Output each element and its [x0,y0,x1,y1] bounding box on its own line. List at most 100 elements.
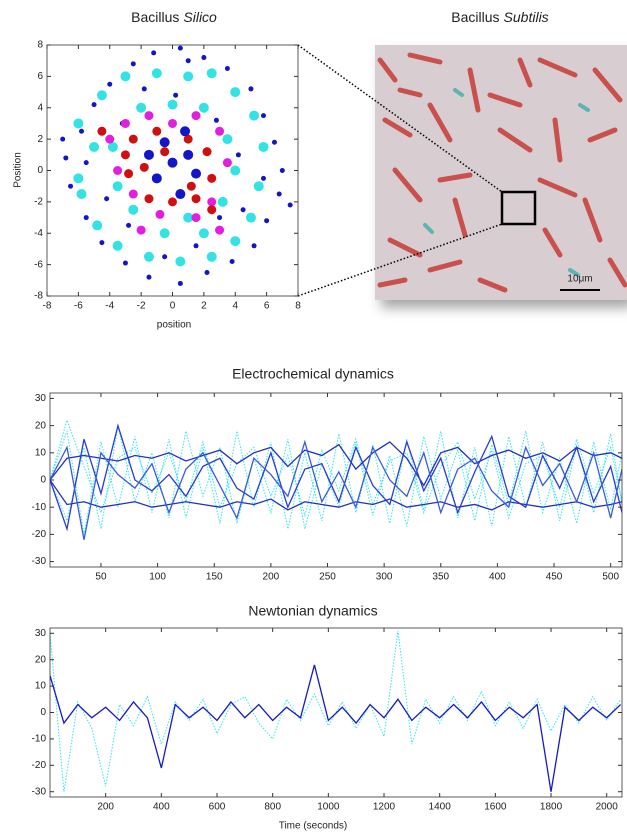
x-tick-label: 6 [264,301,270,312]
series-line [50,425,622,530]
scatter-point [191,168,202,179]
scatter-point [143,149,154,160]
micrograph: 10μm [375,45,627,300]
scatter-point [222,134,233,145]
scatter-point [175,189,186,200]
zoom-connector [297,223,503,297]
scatter-point [224,66,230,72]
scatter-point [130,61,136,67]
y-tick-label: 20 [35,654,47,665]
scatter-point [141,86,147,92]
scatter-point [198,102,209,113]
scatter-point [235,152,241,158]
x-tick-label: 150 [206,572,223,583]
chart-title: Electrochemical dynamics [232,366,394,382]
title-emphasis: Silico [183,9,217,25]
x-axis-label: position [157,320,191,331]
scatter-point [287,202,293,208]
scatter-point [160,147,170,157]
scatter-point [183,134,193,144]
x-tick-label: 250 [319,572,336,583]
y-tick-label: -20 [32,760,47,771]
x-tick-label: 2 [201,301,207,312]
scatter-point [248,86,254,92]
scatter-point [207,205,217,215]
y-tick-label: -10 [32,502,47,513]
series-line [50,430,622,535]
y-axis-label: Position [13,152,24,188]
scatter-point [128,134,138,144]
x-tick-label: 50 [95,572,107,583]
scatter-point [260,175,266,181]
scatter-point [96,90,107,101]
scatter-point [107,141,118,152]
scatter-point [120,118,130,128]
y-tick-label: -6 [34,259,43,270]
x-tick-label: 450 [546,572,563,583]
x-tick-label: -2 [137,301,146,312]
scatter-point [68,183,74,189]
scatter-point [105,134,115,144]
x-tick-label: 800 [264,802,281,813]
scatter-point [151,68,162,79]
y-tick-label: 4 [37,102,43,113]
scatter-point [217,215,223,221]
scatter-point [185,58,191,64]
scatter-point [146,274,152,280]
scatter-point [139,162,149,172]
x-tick-label: 1200 [373,802,396,813]
y-tick-label: 10 [35,681,47,692]
y-tick-label: -30 [32,556,47,567]
scatter-point [245,212,256,223]
y-tick-label: 6 [37,71,43,82]
scatter-point [112,181,123,192]
x-tick-label: 200 [97,802,114,813]
x-tick-label: 300 [376,572,393,583]
scatter-point [253,181,264,192]
scatter-point [136,225,146,235]
x-tick-label: 1600 [484,802,507,813]
plot-area [60,45,293,286]
scatter-point [213,117,219,123]
scatter-point [107,81,113,87]
scatter-point [264,218,270,224]
y-tick-label: 10 [35,447,47,458]
x-tick-label: 2000 [596,802,619,813]
y-tick-label: -2 [34,197,43,208]
scatter-point [175,256,186,267]
chart-title: Bacillus Silico [131,9,217,25]
scatter-point [186,181,196,191]
x-tick-label: 200 [263,572,280,583]
scatter-point [180,126,191,137]
scatter-point [124,169,134,179]
y-tick-label: -30 [32,786,47,797]
y-tick-label: 0 [40,707,46,718]
x-tick-label: 1000 [317,802,340,813]
y-tick-label: 30 [35,393,47,404]
scatter-point [120,71,131,82]
scatter-point [144,194,154,204]
scatter-point [230,87,241,98]
scatter-point [229,258,235,264]
series-line [50,418,622,520]
scatter-point [271,139,277,145]
scatter-point [240,207,246,213]
series-line [50,664,622,792]
scatter-point [104,196,110,202]
x-tick-label: 600 [209,802,226,813]
scatter-point [201,55,207,61]
scatter-point [230,165,241,176]
scatter-point [183,71,194,82]
image-title: Bacillus Subtilis [451,9,548,25]
y-tick-label: -8 [34,291,43,302]
y-tick-label: 2 [37,134,43,145]
title-text: Bacillus [131,9,179,25]
scatter-point [144,111,154,121]
x-tick-label: -6 [74,301,83,312]
scatter-point [91,102,97,108]
scatter-point [126,222,132,228]
x-axis-label: Time (seconds) [279,821,348,832]
chart-title: Newtonian dynamics [248,603,377,619]
scatter-point [89,141,100,152]
